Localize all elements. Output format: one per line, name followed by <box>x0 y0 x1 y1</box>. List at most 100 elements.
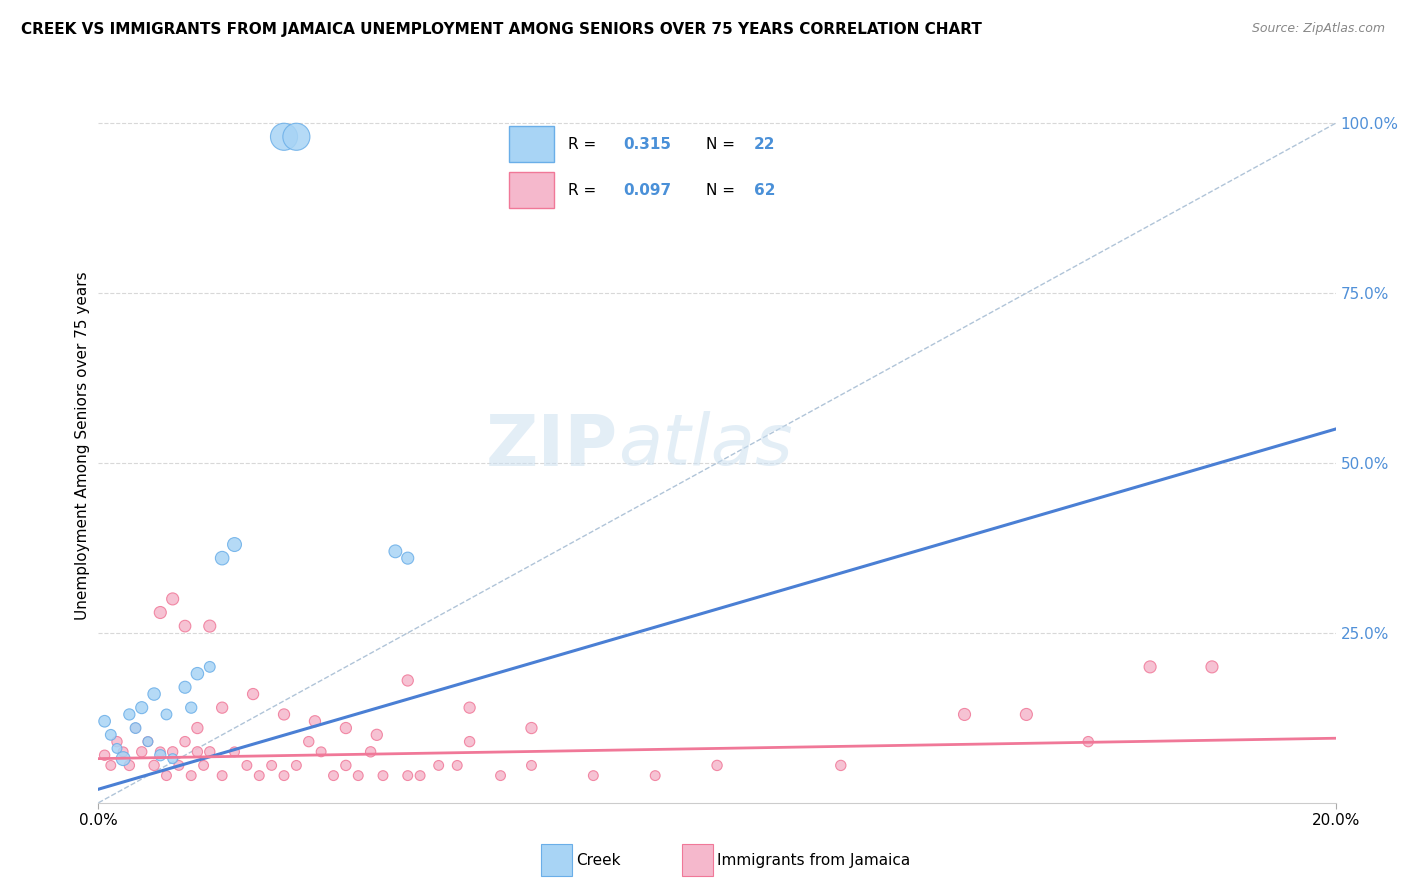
Y-axis label: Unemployment Among Seniors over 75 years: Unemployment Among Seniors over 75 years <box>75 272 90 620</box>
Point <box>186 745 208 759</box>
Point <box>396 673 419 688</box>
Point <box>309 745 332 759</box>
Point <box>322 769 344 783</box>
Point <box>136 734 159 748</box>
Point <box>396 551 419 566</box>
Text: 22: 22 <box>754 136 776 152</box>
Point <box>427 758 450 772</box>
Point <box>1139 660 1161 674</box>
Point <box>118 707 141 722</box>
Point <box>186 721 208 735</box>
Point <box>247 769 270 783</box>
Point <box>644 769 666 783</box>
Point <box>224 745 246 759</box>
Point <box>582 769 605 783</box>
FancyBboxPatch shape <box>509 127 554 162</box>
Text: 62: 62 <box>754 183 776 198</box>
Point <box>335 721 357 735</box>
Point <box>211 769 233 783</box>
Point <box>167 758 190 772</box>
Point <box>706 758 728 772</box>
Point <box>520 721 543 735</box>
Point <box>193 758 215 772</box>
Text: Immigrants from Jamaica: Immigrants from Jamaica <box>717 854 910 868</box>
Point <box>285 758 308 772</box>
Point <box>162 751 184 765</box>
Point <box>198 745 221 759</box>
Point <box>285 129 308 144</box>
Point <box>105 741 128 756</box>
Point <box>273 707 295 722</box>
Point <box>273 769 295 783</box>
Point <box>384 544 406 558</box>
Point <box>520 758 543 772</box>
Point <box>446 758 468 772</box>
Point <box>162 745 184 759</box>
Point <box>198 619 221 633</box>
Point <box>366 728 388 742</box>
Point <box>409 769 432 783</box>
Text: 0.097: 0.097 <box>623 183 671 198</box>
Point <box>149 606 172 620</box>
Text: Source: ZipAtlas.com: Source: ZipAtlas.com <box>1251 22 1385 36</box>
Point <box>100 728 122 742</box>
Text: N =: N = <box>706 183 740 198</box>
Point <box>180 700 202 714</box>
Point <box>371 769 394 783</box>
Point <box>360 745 382 759</box>
Point <box>1201 660 1223 674</box>
Point <box>112 751 135 765</box>
Point <box>149 748 172 763</box>
Point <box>1015 707 1038 722</box>
Point <box>174 734 197 748</box>
Point <box>174 619 197 633</box>
Text: ZIP: ZIP <box>486 411 619 481</box>
Text: atlas: atlas <box>619 411 793 481</box>
Point <box>347 769 370 783</box>
Point <box>335 758 357 772</box>
Point <box>953 707 976 722</box>
Point <box>242 687 264 701</box>
Point <box>100 758 122 772</box>
Point <box>211 551 233 566</box>
Point <box>224 537 246 551</box>
Point <box>273 129 295 144</box>
Point <box>236 758 259 772</box>
Point <box>211 700 233 714</box>
Point <box>174 680 197 694</box>
Text: 0.315: 0.315 <box>623 136 671 152</box>
Point <box>136 734 159 748</box>
Point <box>304 714 326 729</box>
Point <box>162 591 184 606</box>
Point <box>489 769 512 783</box>
Point <box>198 660 221 674</box>
Point <box>298 734 321 748</box>
Point <box>143 758 166 772</box>
Text: Creek: Creek <box>576 854 621 868</box>
Point <box>155 769 177 783</box>
Point <box>260 758 283 772</box>
Point <box>112 745 135 759</box>
Point <box>143 687 166 701</box>
Point <box>155 707 177 722</box>
FancyBboxPatch shape <box>509 172 554 208</box>
Text: R =: R = <box>568 183 602 198</box>
Point <box>93 714 115 729</box>
Point <box>180 769 202 783</box>
Text: N =: N = <box>706 136 740 152</box>
Point <box>93 748 115 763</box>
Point <box>124 721 146 735</box>
Text: CREEK VS IMMIGRANTS FROM JAMAICA UNEMPLOYMENT AMONG SENIORS OVER 75 YEARS CORREL: CREEK VS IMMIGRANTS FROM JAMAICA UNEMPLO… <box>21 22 981 37</box>
Point <box>118 758 141 772</box>
Point <box>830 758 852 772</box>
Point <box>458 700 481 714</box>
Point <box>124 721 146 735</box>
Point <box>1077 734 1099 748</box>
Point <box>149 745 172 759</box>
Point <box>131 745 153 759</box>
Point <box>105 734 128 748</box>
Text: R =: R = <box>568 136 602 152</box>
Point <box>458 734 481 748</box>
Point <box>396 769 419 783</box>
Point <box>186 666 208 681</box>
